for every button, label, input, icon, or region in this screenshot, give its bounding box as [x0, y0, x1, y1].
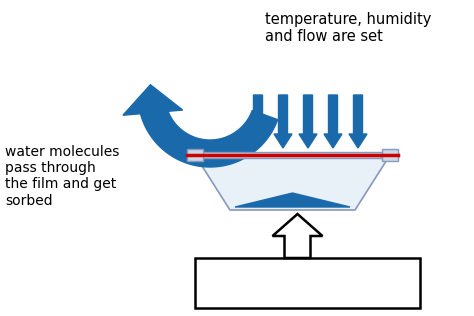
FancyArrow shape: [349, 95, 367, 148]
Polygon shape: [195, 155, 390, 210]
Bar: [382, 149, 398, 161]
Bar: [195, 258, 420, 308]
Bar: [187, 152, 398, 158]
Text: temperature, humidity
and flow are set: temperature, humidity and flow are set: [265, 12, 431, 45]
Polygon shape: [123, 85, 182, 115]
Polygon shape: [235, 193, 350, 207]
Bar: [187, 149, 203, 161]
Text: water molecules
pass through
the film and get
sorbed: water molecules pass through the film an…: [5, 145, 119, 208]
FancyArrow shape: [299, 95, 317, 148]
Polygon shape: [138, 99, 278, 167]
Polygon shape: [273, 214, 322, 258]
Text: sample weight is
continuously measured: sample weight is continuously measured: [218, 267, 397, 299]
FancyArrow shape: [324, 95, 342, 148]
FancyArrow shape: [274, 95, 292, 148]
FancyArrow shape: [249, 95, 267, 148]
